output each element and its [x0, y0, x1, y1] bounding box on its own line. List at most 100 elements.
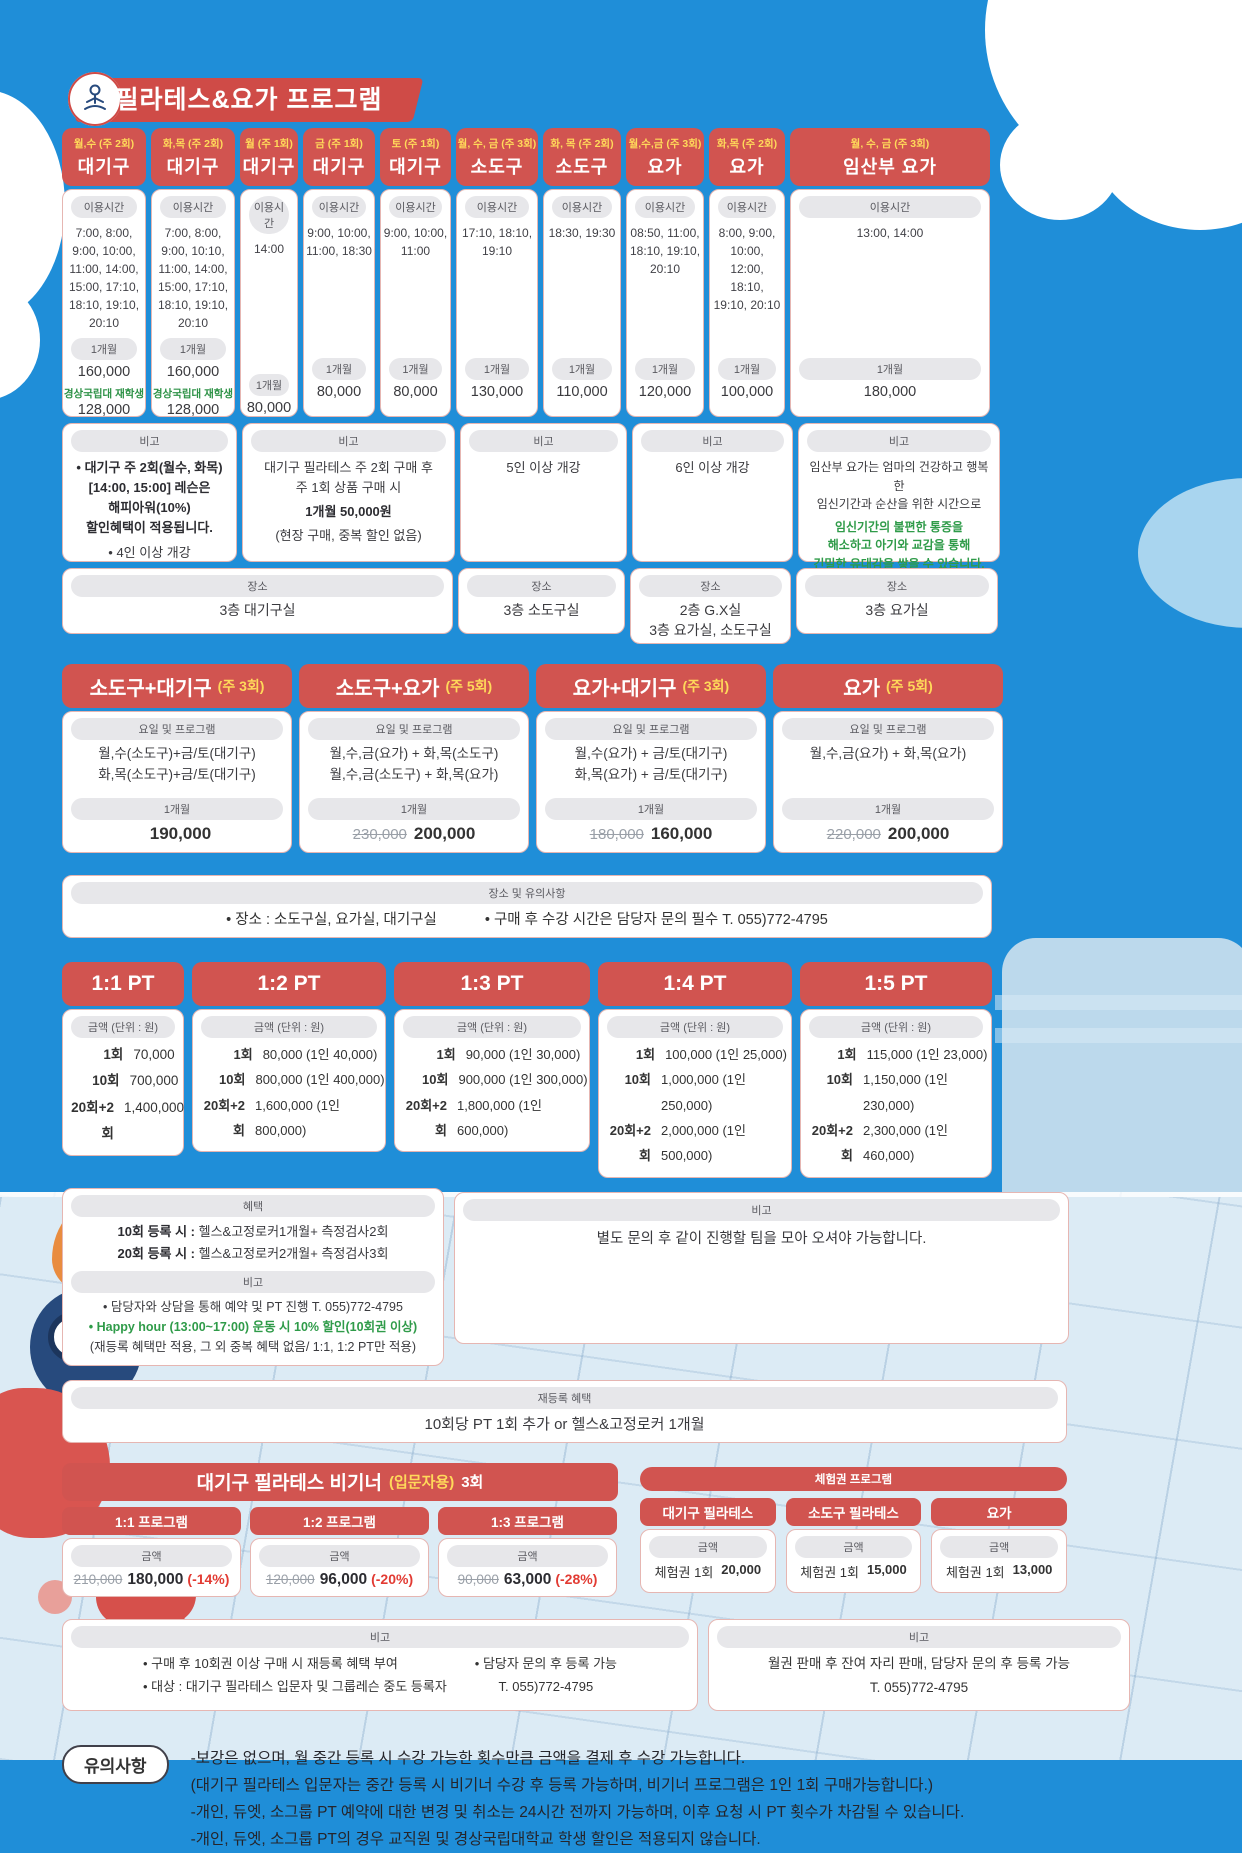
trial-unit: 체험권 1회	[945, 1564, 1005, 1580]
program-card-body: 이용시간 9:00, 10:00, 11:00 1개월 80,000	[380, 189, 451, 417]
pt-card-body: 금액 (단위 : 원) 1회 80,000 (1인 40,000) 10회 800,…	[192, 1009, 386, 1153]
pt-price-row: 1회 70,000	[63, 1042, 183, 1068]
beginner-card-header: 1:1 프로그램	[62, 1506, 241, 1535]
program-times: 18:30, 19:30	[548, 226, 616, 240]
beginner-note-left: • 구매 후 10회권 이상 구매 시 재등록 혜택 부여 • 대상 : 대기구…	[143, 1652, 447, 1699]
trial-price-row: 체험권 1회 20,000	[641, 1562, 775, 1585]
note-title-pill: 비고	[717, 1625, 1121, 1648]
pt-count: 1회	[103, 1047, 124, 1062]
trial-price: 20,000	[721, 1561, 762, 1577]
program-times: 14:00	[253, 242, 285, 256]
month-label-pill: 1개월	[312, 358, 366, 380]
program-card: 월 (주 1회) 대기구 이용시간 14:00 1개월 80,000	[240, 128, 298, 417]
program-days: 화,목 (주 2회)	[162, 137, 224, 150]
note-title-pill: 비고	[251, 430, 446, 452]
trial-price: 13,000	[1012, 1561, 1053, 1577]
note-text: • 4인 이상 개강	[108, 544, 191, 560]
combo-cards-row: 소도구+대기구 (주 3회) 요일 및 프로그램 월,수(소도구)+금/토(대기…	[62, 664, 1067, 853]
program-price: 80,000	[316, 384, 362, 400]
program-card-header: 월,수,금 (주 3회) 요가	[626, 128, 704, 186]
month-label-pill: 1개월	[71, 338, 137, 360]
combo-price-row: 190,000	[63, 824, 291, 844]
beginner-title: 대기구 필라테스 비기너	[196, 1473, 382, 1495]
program-card-body: 이용시간 08:50, 11:00, 18:10, 19:10, 20:10 1…	[626, 189, 704, 417]
combo-price-row: 230,000 200,000	[300, 824, 528, 844]
new-price: 63,000	[503, 1570, 552, 1588]
pt-price-row: 10회 700,000	[63, 1068, 183, 1094]
program-times: 9:00, 10:00, 11:00	[383, 226, 448, 258]
student-discount-label: 경상국립대 재학생	[63, 388, 145, 400]
combo-frequency: (주 3회)	[217, 678, 265, 694]
old-price: 120,000	[265, 1571, 315, 1587]
benefit-bold: 20회 등록 시 :	[117, 1245, 196, 1261]
program-times: 13:00, 14:00	[856, 226, 924, 240]
program-places-row: 장소 3층 대기구실 장소 3층 소도구실 장소 2층 G.X실 3층 요가실,…	[62, 568, 1067, 644]
beginner-section: 대기구 필라테스 비기너 (입문자용) 3회 1:1 프로그램 금액 210,0…	[62, 1462, 618, 1597]
pt-group-note-text: 별도 문의 후 같이 진행할 팀을 모아 오셔야 가능합니다.	[596, 1230, 927, 1247]
program-card-body: 이용시간 13:00, 14:00 1개월 180,000	[790, 189, 990, 417]
beginner-title-count: 3회	[461, 1474, 484, 1492]
program-card: 월, 수, 금 (주 3회) 소도구 이용시간 17:10, 18:10, 19…	[456, 128, 538, 417]
trial-card-body: 금액 체험권 1회 20,000	[640, 1528, 776, 1593]
program-price: 160,000	[166, 364, 220, 380]
program-price: 110,000	[556, 384, 608, 400]
program-card-body: 이용시간 9:00, 10:00, 11:00, 18:30 1개월 80,00…	[303, 189, 375, 417]
benefit-rest: 헬스&고정로커1개월+ 측정검사2회	[195, 1223, 389, 1239]
combo-card-body: 요일 및 프로그램 월,수(요가) + 금/토(대기구) 화,목(요가) + 금…	[536, 711, 766, 853]
place-title-pill: 장소	[639, 575, 782, 597]
trial-card-header: 요가	[931, 1497, 1068, 1526]
beginner-card-header: 1:2 프로그램	[250, 1506, 429, 1535]
pt-count: 20회+2회	[71, 1099, 114, 1141]
pt-price: 115,000 (1인 23,000)	[866, 1047, 988, 1062]
place-notice-right: • 구매 후 수강 시간은 담당자 문의 필수 T. 055)772-4795	[484, 912, 828, 928]
pt-card: 1:2 PT 금액 (단위 : 원) 1회 80,000 (1인 40,000) …	[192, 962, 386, 1178]
rereg-benefit-bar: 재등록 혜택 10회당 PT 1회 추가 or 헬스&고정로커 1개월	[62, 1379, 1067, 1443]
program-card-body: 이용시간 7:00, 8:00, 9:00, 10:10, 11:00, 14:…	[151, 189, 235, 418]
program-card: 화,목 (주 2회) 요가 이용시간 8:00, 9:00, 10:00, 12…	[709, 128, 785, 417]
page-title: 필라테스&요가 프로그램	[115, 86, 383, 114]
program-times: 9:00, 10:00, 11:00, 18:30	[306, 226, 372, 258]
discount-percent: (-14%)	[187, 1570, 230, 1587]
combo-card: 요가+대기구 (주 3회) 요일 및 프로그램 월,수(요가) + 금/토(대기…	[536, 664, 766, 853]
program-name: 대기구	[242, 156, 296, 177]
note-title-pill: 비고	[469, 430, 618, 452]
program-name: 요가	[729, 156, 765, 177]
schedule-label-pill: 요일 및 프로그램	[308, 718, 520, 740]
time-label-pill: 이용시간	[71, 196, 137, 218]
trial-card-body: 금액 체험권 1회 13,000	[931, 1528, 1068, 1593]
pt-card-header: 1:2 PT	[192, 962, 386, 1006]
pt-price-row: 10회 1,150,000 (1인 230,000)	[801, 1067, 991, 1118]
trial-note-text: 월권 판매 후 잔여 자리 판매, 담당자 문의 후 등록 가능 T. 055)…	[709, 1652, 1129, 1701]
schedule-label-pill: 요일 및 프로그램	[71, 718, 283, 740]
program-card-body: 이용시간 14:00 1개월 80,000	[240, 189, 298, 417]
program-days: 월, 수, 금 (주 3회)	[457, 137, 537, 150]
beginner-card-header: 1:3 프로그램	[438, 1506, 617, 1535]
pt-card: 1:5 PT 금액 (단위 : 원) 1회 115,000 (1인 23,000)…	[800, 962, 992, 1178]
program-times: 8:00, 9:00, 10:00, 12:00, 18:10, 19:10, …	[713, 226, 781, 312]
trial-card: 소도구 필라테스 금액 체험권 1회 15,000	[785, 1497, 922, 1593]
program-price: 80,000	[393, 384, 438, 400]
trial-price-row: 체험권 1회 13,000	[932, 1562, 1066, 1585]
program-card: 토 (주 1회) 대기구 이용시간 9:00, 10:00, 11:00 1개월…	[380, 128, 451, 417]
note-title-pill: 비고	[71, 430, 228, 452]
beginner-card-body: 금액 120,000 96,000 (-20%)	[250, 1537, 429, 1597]
trial-cards: 대기구 필라테스 금액 체험권 1회 20,000 소도구 필라테스 금액 체험권…	[640, 1497, 1068, 1593]
pt-price-row: 20회+2회 1,800,000 (1인 600,000)	[395, 1093, 589, 1144]
beginner-card: 1:3 프로그램 금액 90,000 63,000 (-28%)	[438, 1506, 617, 1597]
pt-card-body: 금액 (단위 : 원) 1회 70,000 10회 700,000 20회+2회 1,…	[62, 1009, 184, 1157]
price-unit-pill: 금액 (단위 : 원)	[607, 1016, 783, 1038]
stripe-decoration	[995, 995, 1242, 1010]
beginner-note-box: 비고 • 구매 후 10회권 이상 구매 시 재등록 혜택 부여 • 대상 : …	[62, 1618, 698, 1711]
yoga-icon	[68, 72, 122, 126]
benefit-line: 10회 등록 시 : 헬스&고정로커1개월+ 측정검사2회	[63, 1221, 443, 1243]
pt-price: 1,600,000 (1인 800,000)	[255, 1097, 340, 1139]
program-card-body: 이용시간 7:00, 8:00, 9:00, 10:00, 11:00, 14:…	[62, 189, 146, 418]
beginner-card: 1:2 프로그램 금액 120,000 96,000 (-20%)	[250, 1506, 429, 1597]
month-label-pill: 1개월	[249, 374, 289, 396]
pt-price-row: 1회 115,000 (1인 23,000)	[801, 1042, 991, 1067]
combo-card-body: 요일 및 프로그램 월,수(소도구)+금/토(대기구) 화,목(소도구)+금/토…	[62, 711, 292, 853]
place-notice-content: • 장소 : 소도구실, 요가실, 대기구실 • 구매 후 수강 시간은 담당자…	[63, 908, 991, 929]
program-price: 130,000	[470, 384, 524, 400]
pt-price-row: 20회+2회 1,400,000	[63, 1095, 184, 1148]
program-card-header: 월, 수, 금 (주 3회) 임산부 요가	[790, 128, 990, 186]
